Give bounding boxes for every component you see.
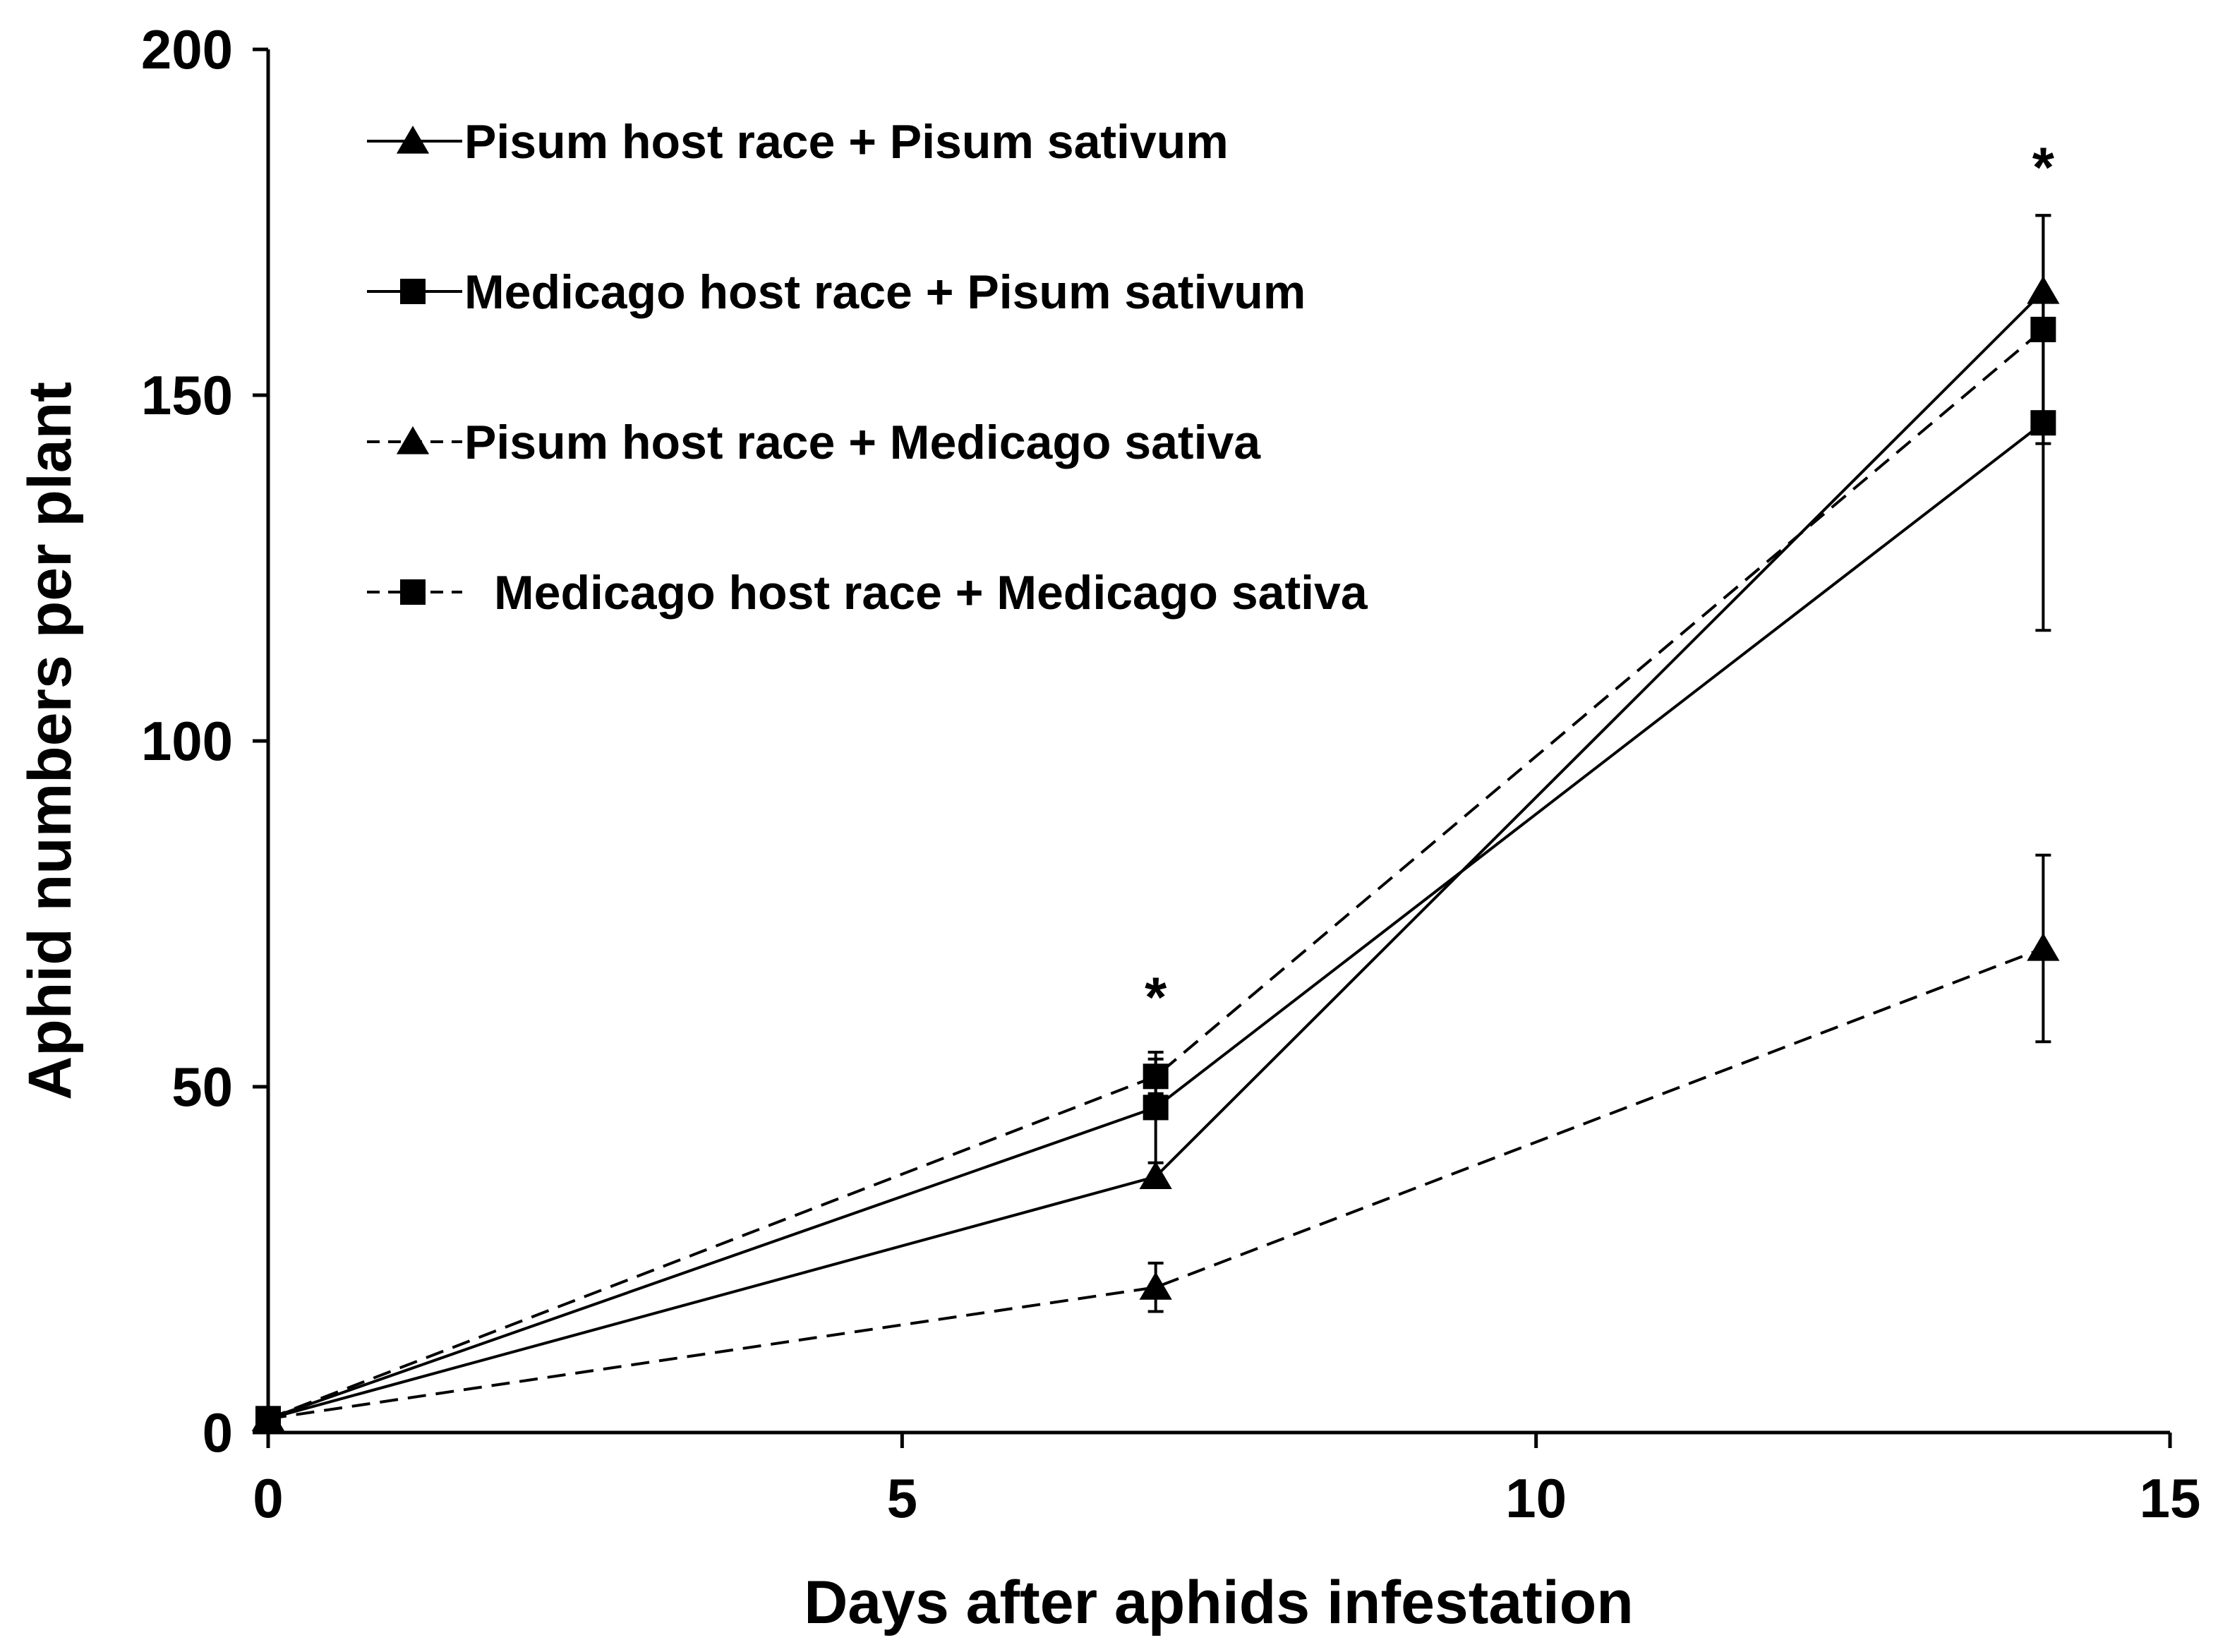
y-tick-label: 150 <box>141 364 233 426</box>
data-point <box>1139 1272 1172 1300</box>
series-2 <box>255 214 2056 1432</box>
legend-label: Pisum host race + Pisum sativum <box>464 115 1229 169</box>
annotation-group: ** <box>1145 136 2055 1029</box>
data-point <box>1139 1161 1172 1189</box>
y-tick-label: 200 <box>141 18 233 80</box>
data-point <box>1143 1063 1169 1090</box>
legend-label: Medicago host race + Pisum sativum <box>464 265 1306 319</box>
legend: Pisum host race + Pisum sativum Medicago … <box>367 115 1368 620</box>
data-point <box>1143 1095 1169 1121</box>
legend-marker <box>400 579 426 605</box>
legend-entry: Pisum host race + Medicago sativa <box>367 416 1261 469</box>
legend-entry: Medicago host race + Medicago sativa <box>367 566 1368 620</box>
legend-label: Medicago host race + Medicago sativa <box>494 566 1368 620</box>
x-tick-label: 5 <box>887 1467 917 1529</box>
x-tick-label: 10 <box>1505 1467 1567 1529</box>
significance-asterisk: * <box>2032 136 2055 199</box>
data-point <box>255 1406 281 1432</box>
y-tick-label: 0 <box>203 1401 233 1464</box>
x-axis-title: Days after aphids infestation <box>804 1569 1634 1636</box>
legend-entry: Pisum host race + Pisum sativum <box>367 115 1229 169</box>
data-point <box>2027 933 2060 961</box>
series-line <box>267 947 2044 1421</box>
legend-label: Pisum host race + Medicago sativa <box>464 416 1261 469</box>
y-axis-title: Aphid numbers per plant <box>16 382 84 1100</box>
y-tick-label: 50 <box>171 1056 233 1118</box>
x-tick-label: 0 <box>253 1467 283 1529</box>
tick-group: 0 50 100 150 200 0 5 10 15 <box>141 18 2201 1529</box>
series-group <box>251 214 2060 1432</box>
significance-asterisk: * <box>1145 966 1167 1029</box>
y-tick-label: 100 <box>141 710 233 772</box>
legend-marker <box>396 126 430 154</box>
axes <box>266 49 2170 1435</box>
series-4 <box>255 214 2056 1432</box>
legend-entry: Medicago host race + Pisum sativum <box>367 265 1306 319</box>
data-point <box>2030 316 2056 342</box>
series-line <box>267 328 2044 1421</box>
legend-marker <box>400 279 426 304</box>
legend-marker <box>396 426 430 454</box>
x-tick-label: 15 <box>2140 1467 2201 1529</box>
